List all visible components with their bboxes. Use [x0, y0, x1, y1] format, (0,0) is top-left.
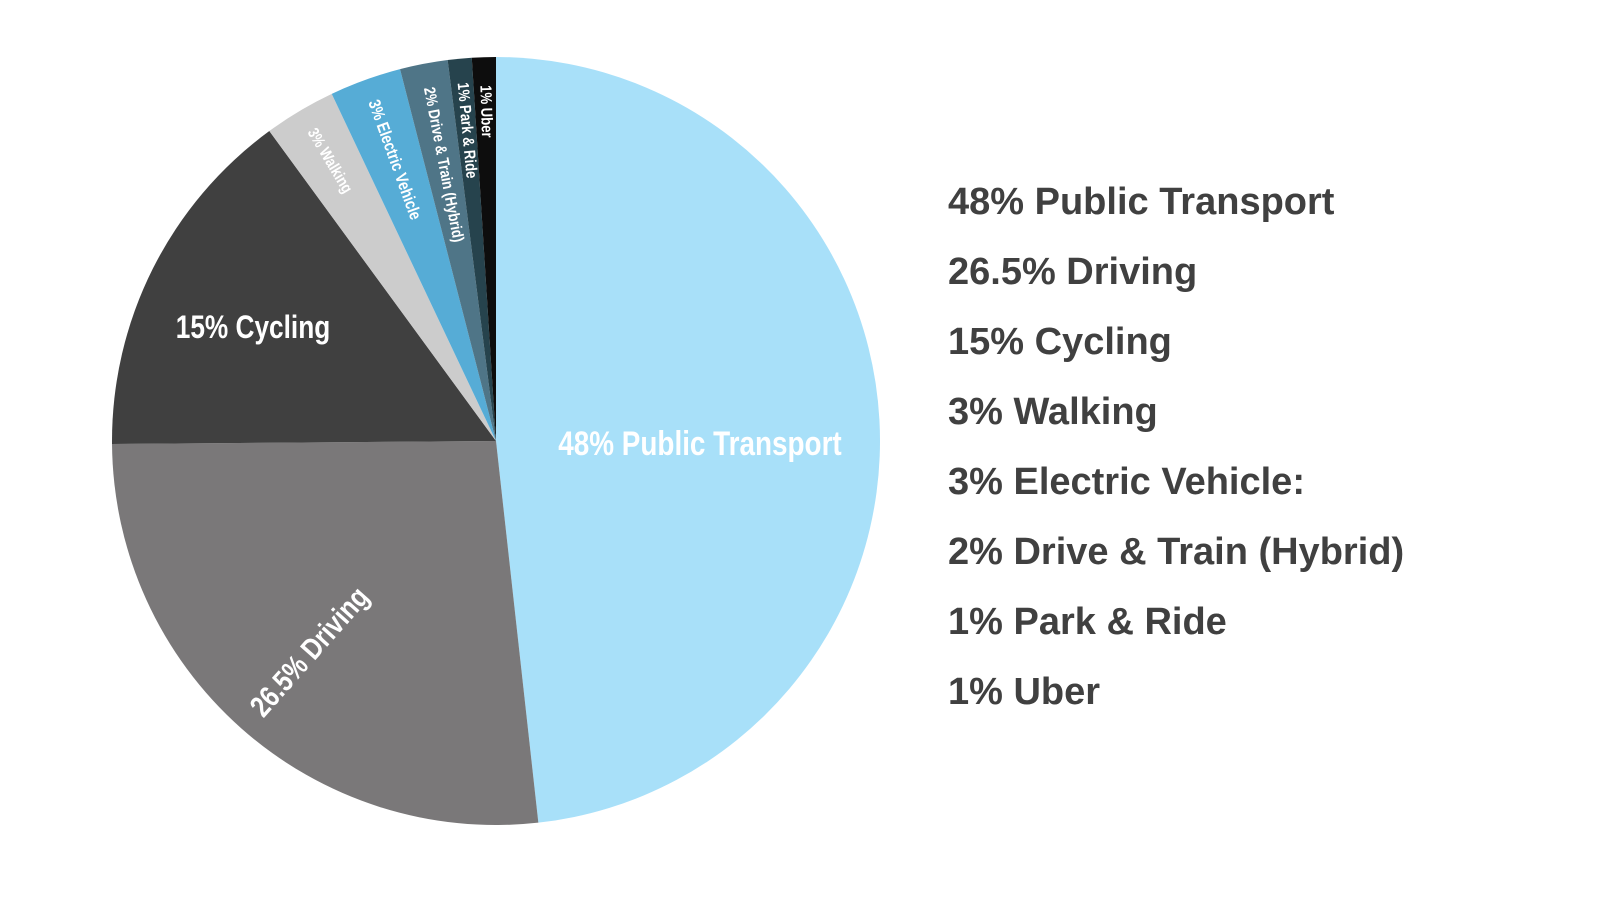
pie-slice-cycling: [112, 131, 496, 445]
slice-label-public-transport: 48% Public Transport: [558, 424, 841, 462]
legend-item-uber: 1% Uber: [948, 671, 1101, 713]
slice-label-cycling: 15% Cycling: [176, 311, 331, 346]
pie-slice-uber: [471, 57, 496, 441]
pie-slice-park-ride: [447, 57, 496, 441]
legend-item-public-transport: 48% Public Transport: [948, 181, 1335, 223]
pie-slice-driving: [112, 441, 539, 825]
legend-item-driving: 26.5% Driving: [948, 251, 1198, 293]
legend-item-cycling: 15% Cycling: [948, 321, 1172, 363]
pie-slice-public-transport: [496, 57, 881, 823]
legend-item-park-ride: 1% Park & Ride: [948, 601, 1227, 643]
legend-item-electric-vehicle: 3% Electric Vehicle:: [948, 461, 1305, 503]
legend-item-walking: 3% Walking: [948, 391, 1158, 433]
pie-slice-walking: [269, 93, 496, 441]
legend: 48% Public Transport 26.5% Driving 15% Cyc…: [948, 178, 1404, 738]
slice-label-uber: 1% Uber: [476, 85, 495, 138]
pie-slice-electric-vehicle: [331, 69, 496, 441]
pie-slice-drive-train-hybrid: [400, 60, 496, 442]
legend-item-drive-train-hybrid: 2% Drive & Train (Hybrid): [948, 531, 1405, 573]
